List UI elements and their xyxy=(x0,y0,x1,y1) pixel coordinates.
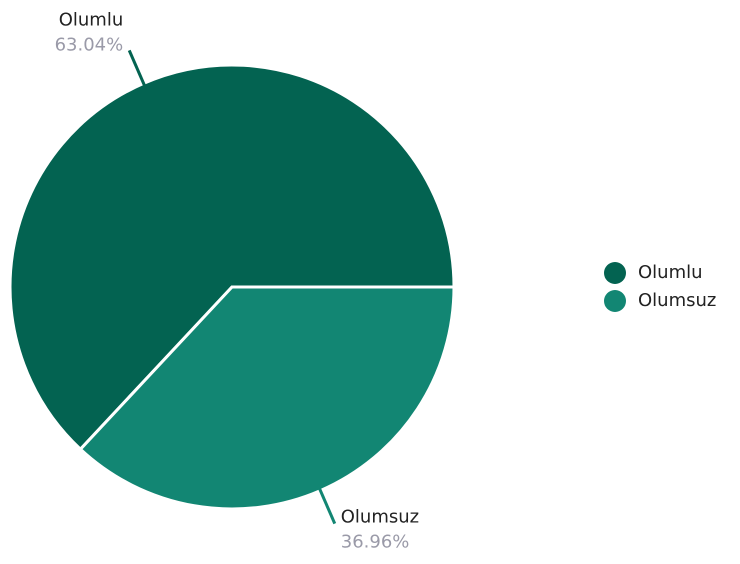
slice-label: Olumsuz xyxy=(341,507,419,528)
legend-swatch xyxy=(604,290,626,312)
slice-label: Olumlu xyxy=(59,9,124,30)
legend-label: Olumsuz xyxy=(638,290,716,311)
leader-line xyxy=(127,49,148,90)
legend-label: Olumlu xyxy=(638,262,703,283)
leader-line xyxy=(316,484,337,525)
slice-value-label: 63.04% xyxy=(55,34,124,55)
slice-value-label: 36.96% xyxy=(341,532,410,553)
legend-swatch xyxy=(604,262,626,284)
